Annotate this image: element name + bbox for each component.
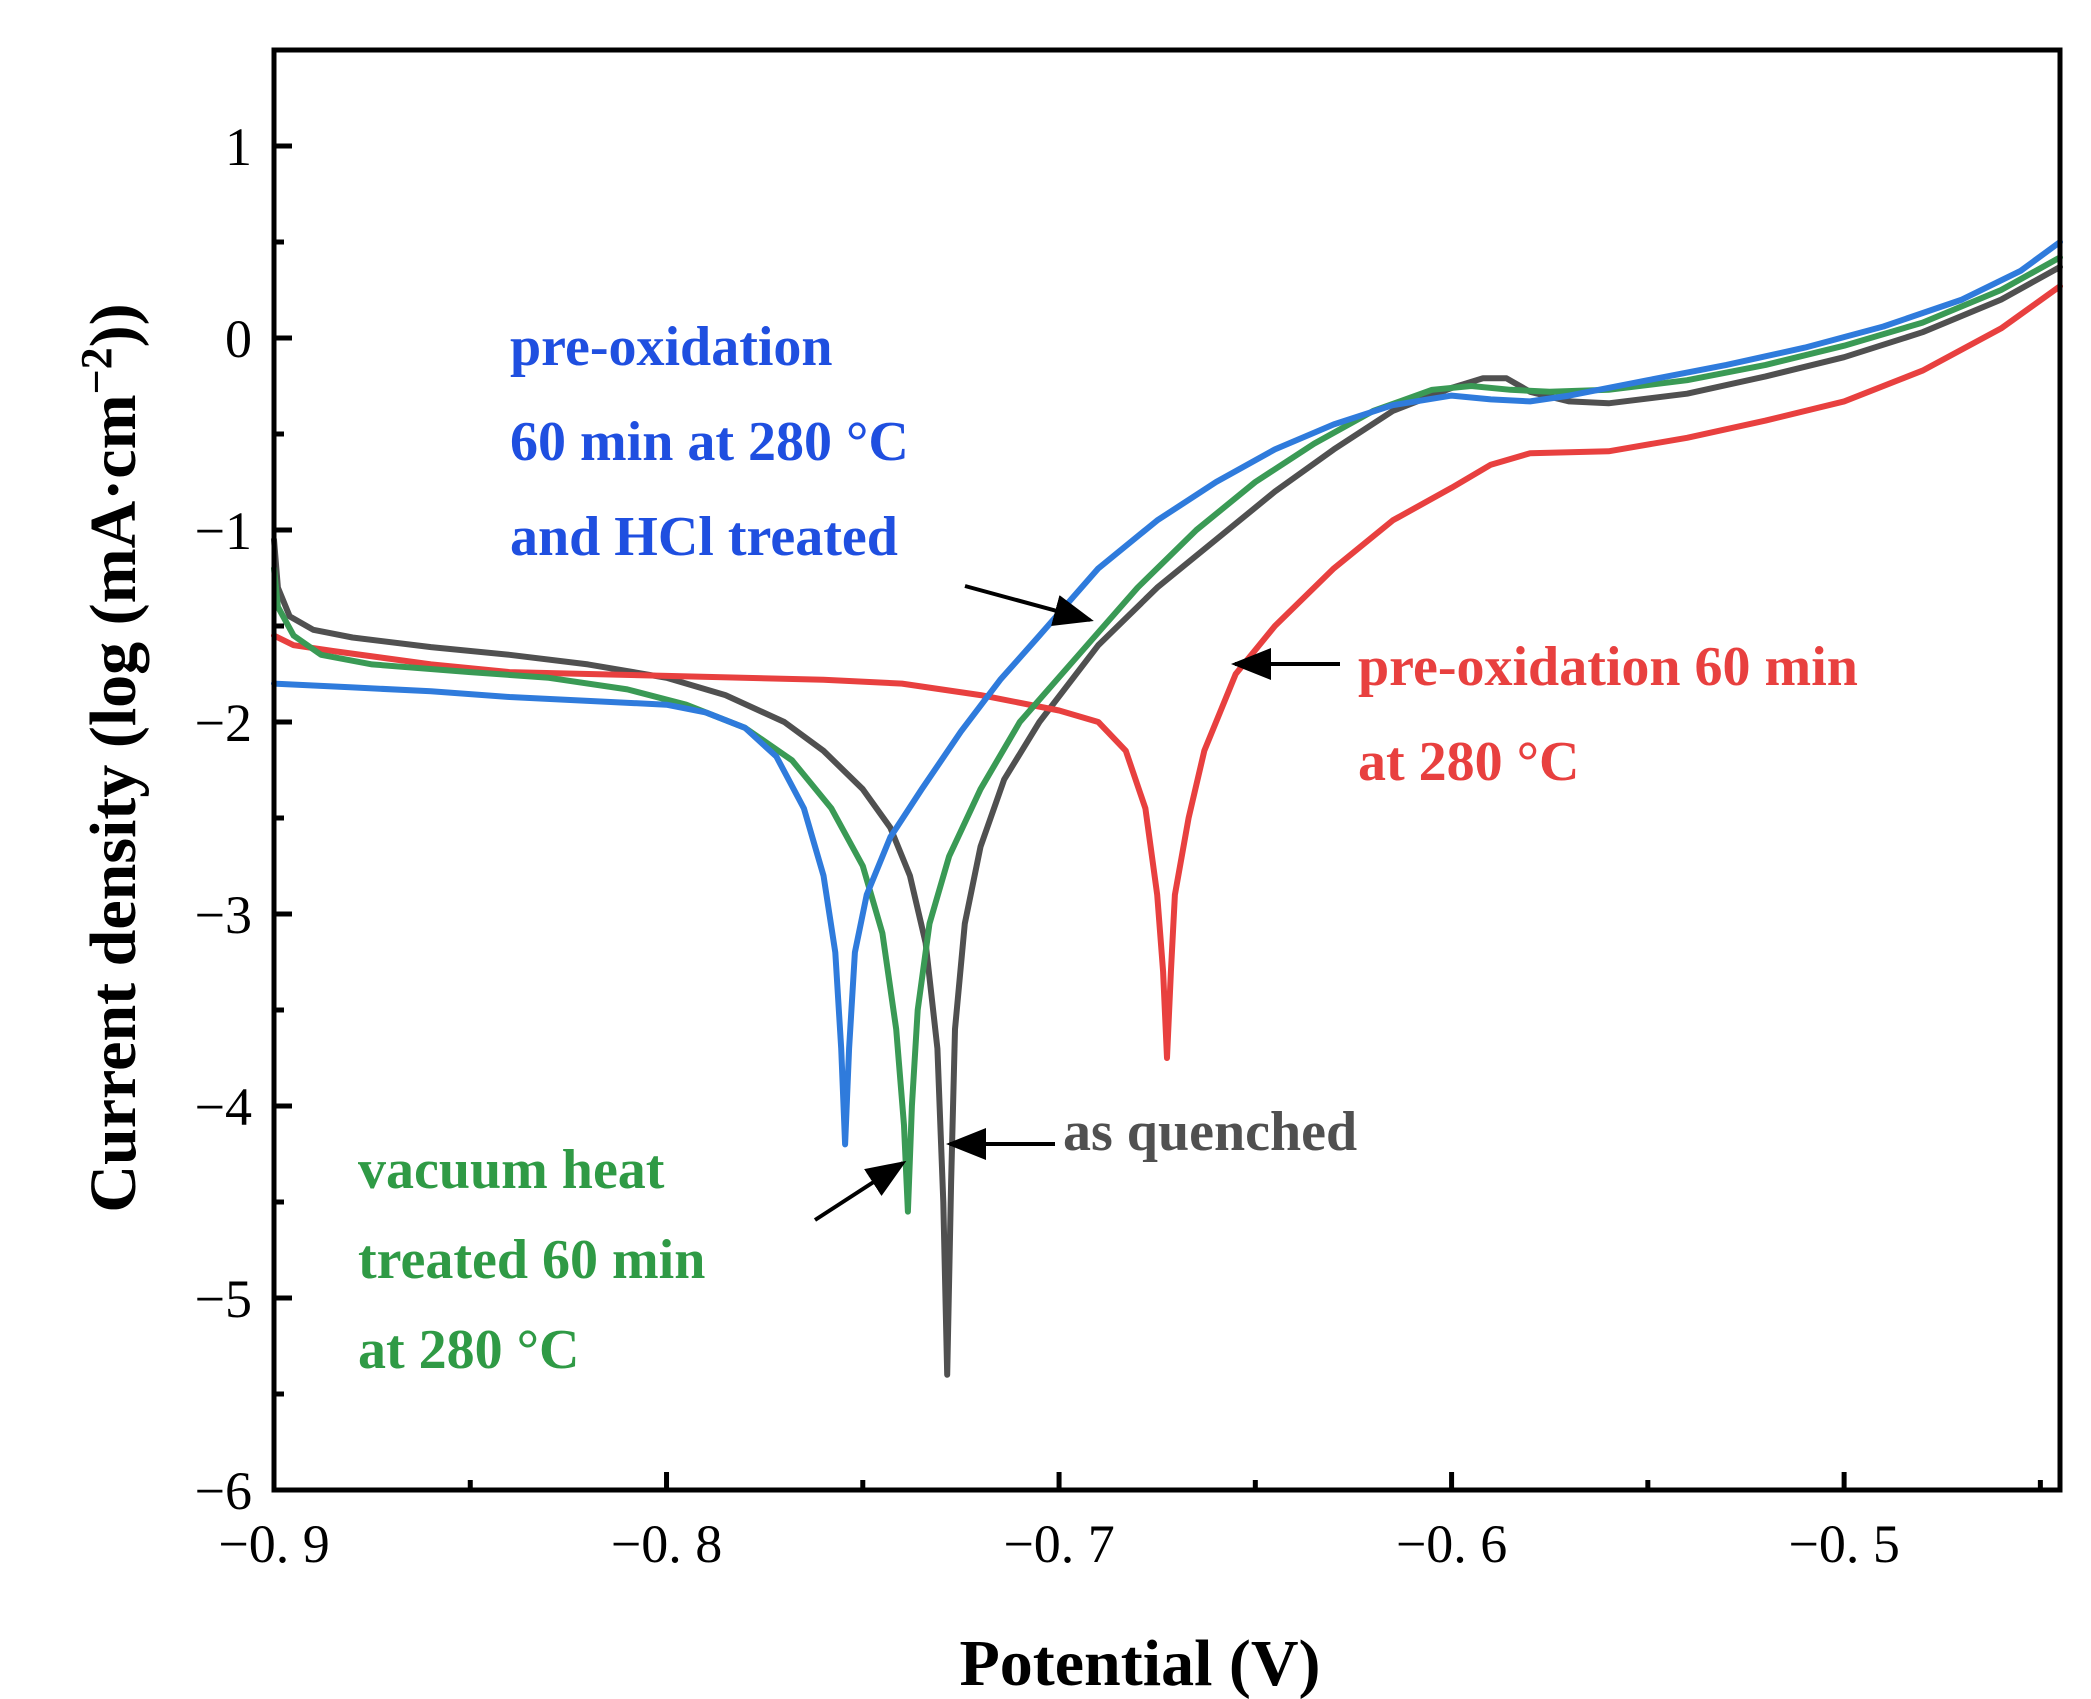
y-axis-title-end: )) bbox=[77, 303, 150, 347]
y-tick-label: −6 bbox=[195, 1461, 252, 1521]
plot-frame bbox=[271, 47, 2063, 1493]
annotation-vacuum: vacuum heat treated 60 min at 280 °C bbox=[358, 1139, 719, 1381]
annotation-pre-oxidation: pre-oxidation 60 min at 280 °C bbox=[1358, 636, 1872, 793]
annotation-hcl-line-2: 60 min at 280 °C bbox=[510, 411, 909, 473]
annotation-hcl-line-1: pre-oxidation bbox=[510, 316, 833, 378]
series-layer bbox=[271, 239, 2063, 1378]
x-axis-title: Potential (V) bbox=[959, 1627, 1320, 1699]
y-tick-label: −3 bbox=[195, 885, 252, 945]
y-tick-label: −2 bbox=[195, 693, 252, 753]
tick-labels-layer: −0. 9 −0. 8 −0. 7 −0. 6 −0. 5 1 0 −1 −2 −3 −4 −5 −6 bbox=[195, 117, 1900, 1574]
annotation-layer: pre-oxidation 60 min at 280 °C and HCl t… bbox=[358, 316, 1872, 1381]
annotation-pre-oxidation-line-2: at 280 °C bbox=[1358, 731, 1579, 793]
annotation-vacuum-line-2: treated 60 min bbox=[358, 1229, 705, 1291]
y-tick-label: −4 bbox=[195, 1077, 252, 1137]
y-axis-title: Current density (log (mA·cm−2)) bbox=[72, 303, 150, 1212]
x-tick-label: −0. 9 bbox=[218, 1514, 329, 1574]
series-line-3 bbox=[271, 239, 2063, 1148]
series-line-2 bbox=[271, 254, 2063, 1215]
annotation-hcl-treated: pre-oxidation 60 min at 280 °C and HCl t… bbox=[510, 316, 923, 568]
annotation-pre-oxidation-line-1: pre-oxidation 60 min bbox=[1358, 636, 1858, 698]
y-tick-label: −1 bbox=[195, 501, 252, 561]
annotation-vacuum-line-1: vacuum heat bbox=[358, 1139, 665, 1201]
series-line-0 bbox=[271, 264, 2063, 1378]
annotation-as-quenched-line-1: as quenched bbox=[1063, 1101, 1357, 1163]
ticks-layer bbox=[271, 47, 2043, 1493]
x-tick-label: −0. 5 bbox=[1788, 1514, 1899, 1574]
y-tick-label: −5 bbox=[195, 1269, 252, 1329]
y-tick-label: 1 bbox=[225, 117, 252, 177]
annotation-hcl-line-3: and HCl treated bbox=[510, 506, 898, 568]
series-line-1 bbox=[271, 283, 2063, 1061]
x-tick-label: −0. 7 bbox=[1003, 1514, 1114, 1574]
arrow-hcl bbox=[964, 584, 1094, 626]
annotation-as-quenched: as quenched bbox=[1063, 1101, 1357, 1163]
annotation-vacuum-line-3: at 280 °C bbox=[358, 1319, 579, 1381]
x-tick-label: −0. 8 bbox=[611, 1514, 722, 1574]
y-axis-title-main: Current density (log (mA·cm bbox=[77, 394, 150, 1212]
y-axis-title-sup: −2 bbox=[72, 347, 121, 394]
x-tick-label: −0. 6 bbox=[1396, 1514, 1507, 1574]
arrow-vacuum bbox=[813, 1160, 907, 1222]
y-tick-label: 0 bbox=[225, 309, 252, 369]
